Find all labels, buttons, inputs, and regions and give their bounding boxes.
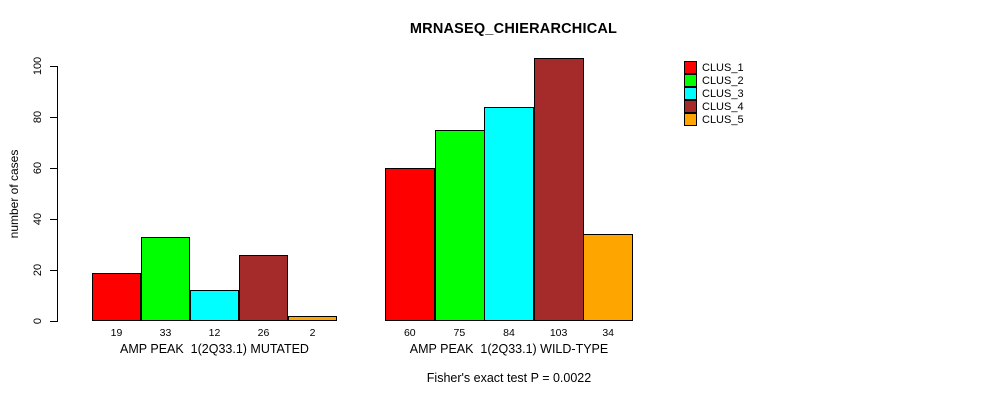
y-tick [50, 117, 57, 118]
bar-value-label: 2 [309, 327, 316, 339]
bar-clus_5-group2 [583, 234, 633, 321]
y-tick [50, 168, 57, 169]
legend-swatch [684, 87, 697, 100]
chart-title: MRNASEQ_CHIERARCHICAL [409, 21, 618, 37]
legend-label: CLUS_4 [702, 100, 744, 113]
legend-swatch [684, 61, 697, 74]
bar-clus_2-group1 [141, 237, 190, 321]
legend-row: CLUS_5 [684, 113, 744, 126]
bar-value-label: 12 [208, 327, 221, 339]
bar-value-label: 103 [549, 327, 568, 339]
bar-value-label: 34 [602, 327, 615, 339]
legend-row: CLUS_2 [684, 74, 744, 87]
group-x-label: AMP PEAK 1(2Q33.1) MUTATED [120, 342, 309, 356]
bar-clus_3-group2 [484, 107, 534, 321]
legend-swatch [684, 113, 697, 126]
bar-clus_4-group1 [239, 255, 288, 321]
y-tick-label: 20 [32, 263, 44, 277]
y-tick [50, 66, 57, 67]
y-tick-label: 80 [32, 110, 44, 124]
legend-swatch [684, 100, 697, 113]
bar-value-label: 75 [453, 327, 466, 339]
y-tick [50, 321, 57, 322]
legend-row: CLUS_1 [684, 61, 744, 74]
fisher-test-note: Fisher's exact test P = 0.0022 [426, 371, 592, 385]
legend: CLUS_1 CLUS_2 CLUS_3 CLUS_4 CLUS_5 [684, 61, 744, 126]
bar-value-label: 60 [403, 327, 416, 339]
legend-row: CLUS_4 [684, 100, 744, 113]
y-axis-line [57, 66, 58, 322]
legend-label: CLUS_5 [702, 113, 744, 126]
y-tick-label: 0 [32, 317, 44, 325]
legend-label: CLUS_2 [702, 74, 744, 87]
legend-label: CLUS_1 [702, 61, 744, 74]
y-tick [50, 270, 57, 271]
group-x-label: AMP PEAK 1(2Q33.1) WILD-TYPE [409, 342, 609, 356]
bar-clus_1-group1 [92, 273, 141, 321]
legend-row: CLUS_3 [684, 87, 744, 100]
y-tick [50, 219, 57, 220]
bar-clus_2-group2 [435, 130, 485, 321]
bar-clus_1-group2 [385, 168, 435, 321]
bar-value-label: 19 [110, 327, 123, 339]
y-axis-label: number of cases [7, 149, 21, 239]
legend-label: CLUS_3 [702, 87, 744, 100]
bar-value-label: 84 [503, 327, 515, 339]
bar-clus_5-group1 [288, 316, 337, 321]
bar-value-label: 26 [257, 327, 270, 339]
legend-swatch [684, 74, 697, 87]
y-tick-label: 100 [32, 56, 44, 76]
bar-clus_4-group2 [534, 58, 584, 321]
bar-clus_3-group1 [190, 290, 239, 321]
y-tick-label: 60 [32, 161, 44, 175]
bar-value-label: 33 [159, 327, 172, 339]
y-tick-label: 40 [32, 212, 44, 226]
